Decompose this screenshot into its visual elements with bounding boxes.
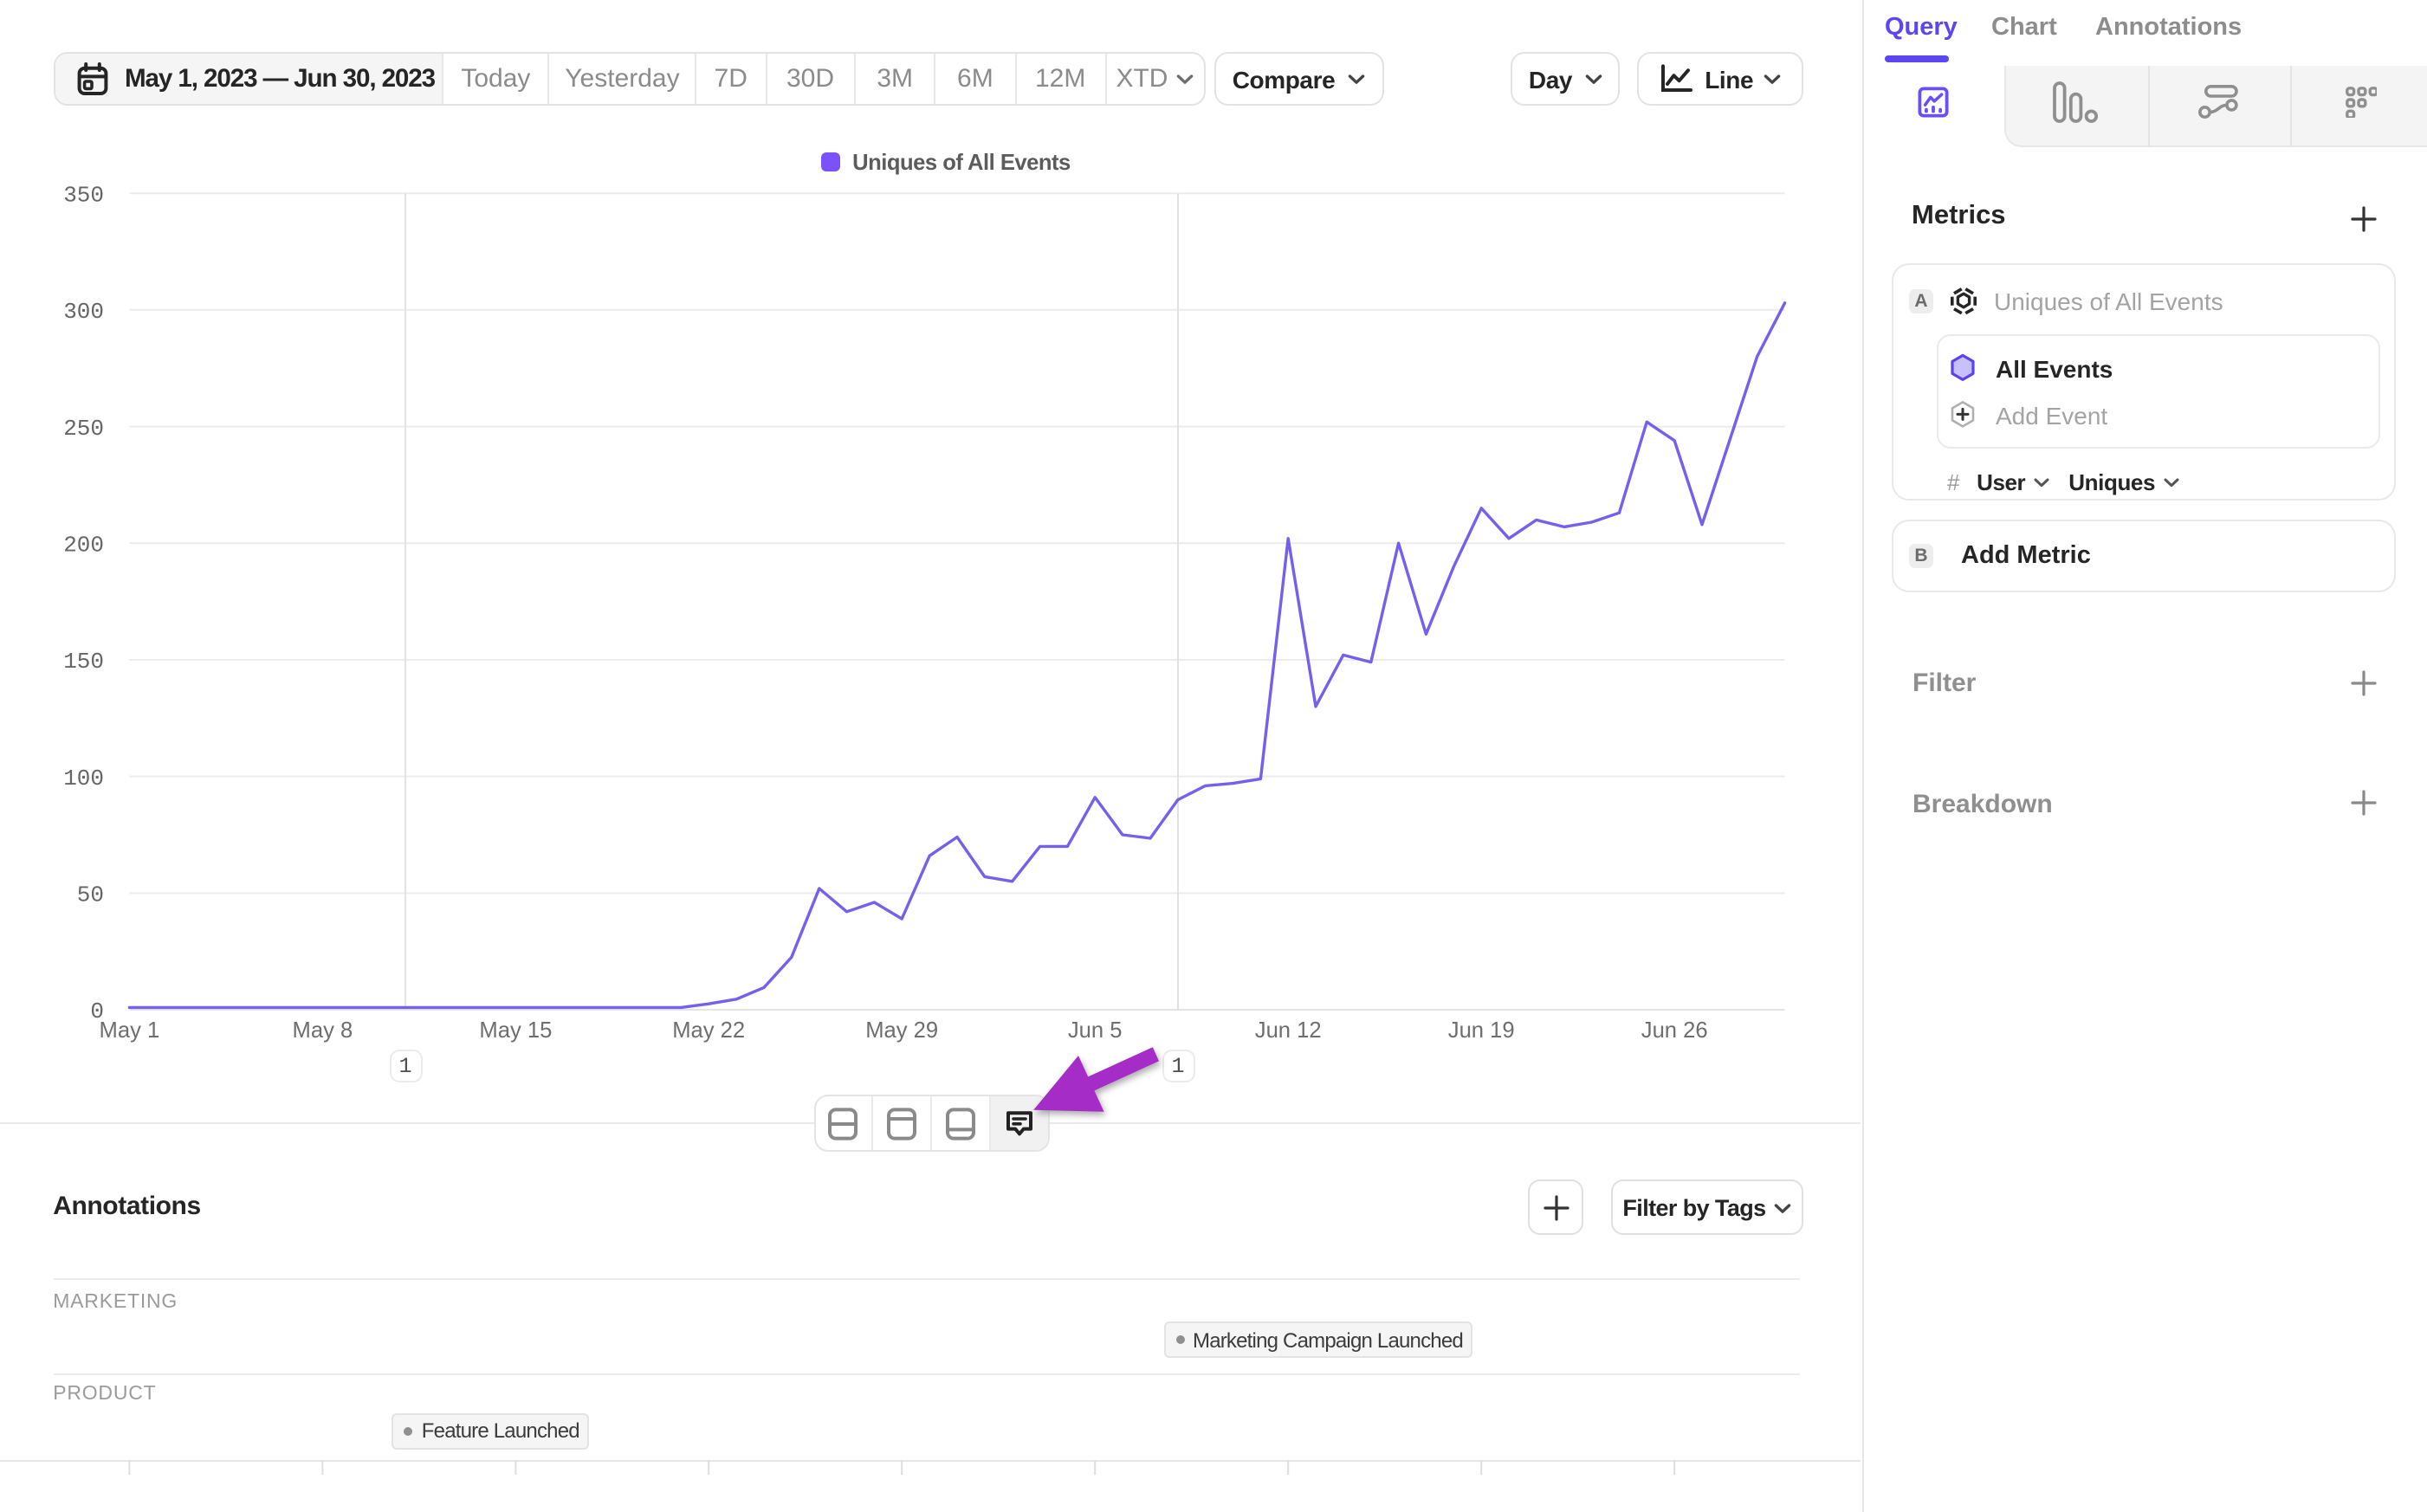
svg-text:100: 100	[63, 766, 104, 792]
svg-text:Jun 19: Jun 19	[1448, 1018, 1515, 1043]
svg-text:350: 350	[63, 182, 104, 208]
svg-text:May 29: May 29	[865, 1018, 938, 1043]
svg-text:May 15: May 15	[479, 1018, 552, 1043]
svg-text:May 22: May 22	[672, 1018, 745, 1043]
svg-text:250: 250	[63, 416, 104, 442]
svg-text:May 1: May 1	[100, 1018, 160, 1043]
svg-text:150: 150	[63, 649, 104, 675]
svg-text:May 8: May 8	[293, 1018, 353, 1043]
svg-text:Jun 12: Jun 12	[1255, 1018, 1322, 1043]
svg-text:Jun 26: Jun 26	[1641, 1018, 1708, 1043]
svg-text:0: 0	[90, 998, 104, 1024]
svg-text:200: 200	[63, 532, 104, 558]
svg-text:Jun 5: Jun 5	[1068, 1018, 1123, 1043]
svg-text:300: 300	[63, 299, 104, 325]
svg-text:50: 50	[77, 882, 104, 908]
